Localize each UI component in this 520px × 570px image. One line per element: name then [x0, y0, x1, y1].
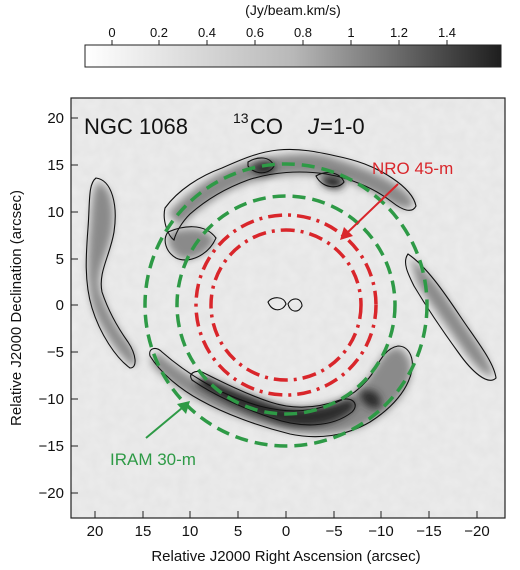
nro-beam	[194, 213, 378, 397]
colorbar-tick-label: 1.2	[390, 25, 408, 40]
iram-ring-outer	[143, 162, 429, 448]
southwest-peak	[360, 389, 381, 409]
x-axis-label: Relative J2000 Right Ascension (arcsec)	[151, 548, 420, 565]
contour-north	[163, 148, 417, 241]
colorbar-gradient	[84, 44, 502, 68]
y-tick-label: 15	[47, 157, 64, 174]
panel-isotope: 13	[233, 110, 249, 126]
y-axis-label: Relative J2000 Declination (arcsec)	[8, 190, 25, 426]
panel-transition: =1-0	[320, 114, 365, 139]
nro-ring-inner	[209, 228, 363, 382]
y-tick-label: 10	[47, 204, 64, 221]
y-tick-label: −10	[39, 391, 64, 408]
x-ticks	[94, 511, 478, 518]
x-tick-label: −10	[368, 523, 393, 540]
y-tick-label: 0	[56, 297, 64, 314]
y-tick-label: −5	[47, 344, 64, 361]
y-ticks	[71, 117, 78, 494]
x-tick-label: −15	[416, 523, 441, 540]
panel-transition-j: J	[307, 114, 320, 139]
north-arm-emission	[168, 153, 414, 226]
panel-object: NGC 1068	[84, 114, 188, 139]
contour-west	[405, 253, 497, 381]
colorbar-tick-label: 1	[347, 25, 354, 40]
x-tick-label: −20	[464, 523, 489, 540]
nro-arrow	[340, 183, 399, 240]
panel-title: NGC 1068 13 CO J =1-0	[84, 110, 365, 139]
colorbar-ticks	[111, 40, 448, 45]
colorbar: (Jy/beam.km/s) 0 0.2 0.4 0.6 0.8 1 1.2 1…	[84, 2, 502, 68]
iram-beam	[143, 162, 429, 448]
north-arm-peak	[250, 161, 344, 189]
x-tick-label: 15	[135, 523, 152, 540]
colorbar-label: (Jy/beam.km/s)	[245, 2, 341, 18]
y-tick-label: −15	[39, 438, 64, 455]
contours	[85, 148, 497, 438]
x-tick-label: 10	[182, 523, 199, 540]
contour-east	[85, 177, 136, 369]
colorbar-tick-label: 0.4	[198, 25, 216, 40]
y-tick-label: 5	[56, 251, 64, 268]
colorbar-tick-label: 0.6	[246, 25, 264, 40]
y-tick-label: −20	[39, 485, 64, 502]
east-arm-emission	[88, 182, 137, 366]
iram-arrow	[145, 401, 190, 439]
x-tick-label: −5	[325, 523, 342, 540]
inner-east-emission	[168, 228, 215, 260]
nro-label: NRO 45-m	[372, 159, 453, 178]
y-tick-label: 20	[47, 110, 64, 127]
west-arm-emission	[410, 258, 493, 376]
plot-frame	[70, 97, 506, 519]
x-tick-label: 5	[234, 523, 242, 540]
x-tick-label: 20	[87, 523, 104, 540]
colorbar-tick-label: 1.4	[438, 25, 456, 40]
map-panel: NRO 45-m IRAM 30-m NGC 1068 13 CO J =1-0…	[8, 97, 506, 565]
x-tick-label: 0	[282, 523, 290, 540]
colorbar-tick-label: 0.2	[150, 25, 168, 40]
contour-north-inner-2	[315, 172, 345, 188]
emission-map: NRO 45-m IRAM 30-m NGC 1068 13 CO J =1-0	[84, 110, 497, 469]
contour-south	[149, 345, 413, 438]
iram-label: IRAM 30-m	[110, 450, 196, 469]
colorbar-tick-label: 0	[108, 25, 115, 40]
panel-molecule: CO	[250, 114, 283, 139]
colorbar-tick-label: 0.8	[294, 25, 312, 40]
iram-ring-inner	[175, 194, 397, 416]
south-arm-peak	[195, 376, 356, 427]
contour-inner-east	[164, 226, 217, 261]
contour-center-small	[267, 297, 303, 312]
nro-ring-outer	[194, 213, 378, 397]
